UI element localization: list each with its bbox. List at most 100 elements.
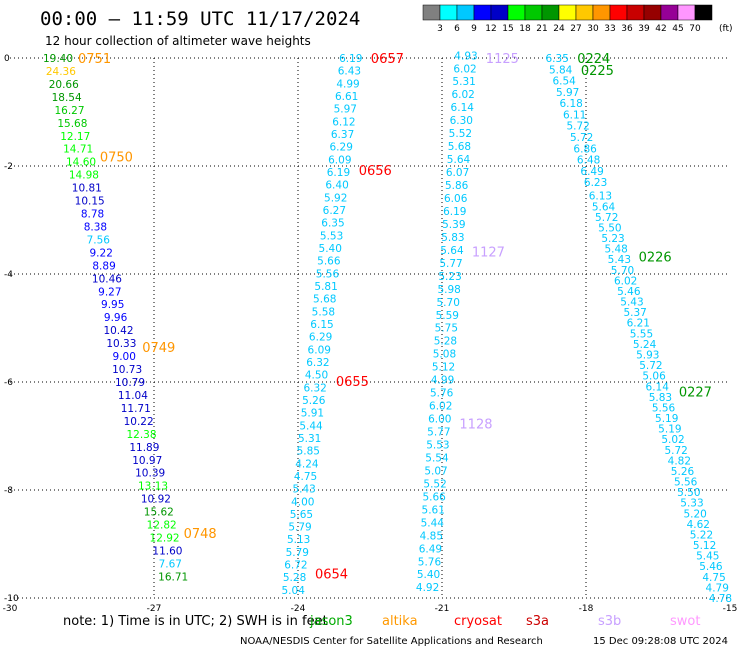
colorbar-tick-label: 9	[471, 24, 477, 34]
legend-satellite-jason3: jason3	[309, 614, 353, 629]
swh-value-label: 5.76	[430, 388, 454, 400]
legend-satellite-s3b: s3b	[598, 614, 621, 629]
swh-value-label: 5.13	[287, 534, 310, 546]
swh-value-label: 11.71	[121, 403, 151, 415]
swh-value-label: 5.43	[608, 254, 631, 266]
swh-value-label: 10.46	[92, 273, 122, 285]
swh-value-label: 6.19	[327, 167, 350, 179]
swh-value-label: 5.20	[683, 508, 706, 520]
swh-value-label: 5.23	[601, 233, 624, 245]
swh-value-label: 5.86	[445, 180, 469, 192]
colorbar-tick-label: 24	[553, 24, 565, 34]
x-tick-label: -30	[3, 604, 18, 614]
swh-value-label: 5.31	[452, 76, 475, 88]
legend-satellite-altika: altika	[382, 614, 418, 629]
y-tick-label: -2	[4, 162, 13, 172]
swh-value-label: 5.12	[693, 540, 716, 552]
chart-title: 00:00 — 11:59 UTC 11/17/2024	[40, 8, 360, 30]
swh-value-label: 10.22	[124, 416, 154, 428]
swh-value-label: 5.56	[674, 477, 698, 489]
swh-value-label: 5.75	[435, 323, 458, 335]
swh-value-label: 5.50	[677, 487, 700, 499]
chart-subtitle: 12 hour collection of altimeter wave hei…	[45, 34, 311, 48]
swh-value-label: 5.76	[418, 556, 442, 568]
swh-value-label: 10.15	[75, 196, 105, 208]
swh-value-label: 6.02	[453, 63, 476, 75]
swh-value-label: 15.68	[57, 118, 87, 130]
swh-value-label: 6.02	[614, 275, 637, 287]
swh-value-label: 4.82	[668, 455, 691, 467]
swh-value-label: 5.59	[436, 310, 459, 322]
swh-value-label: 6.30	[450, 115, 473, 127]
legend-satellite-s3a: s3a	[526, 614, 549, 629]
swh-value-label: 9.27	[98, 286, 121, 298]
x-tick-label: -21	[435, 604, 450, 614]
pass-time-label: 0225	[581, 64, 614, 79]
swh-value-label: 5.07	[424, 465, 447, 477]
swh-value-label: 10.81	[72, 183, 102, 195]
swh-value-label: 5.33	[680, 498, 703, 510]
swh-value-label: 16.27	[54, 105, 84, 117]
swh-value-label: 5.39	[442, 219, 465, 231]
swh-value-label: 6.32	[303, 382, 326, 394]
colorbar-swatch	[524, 4, 543, 21]
swh-value-label: 5.68	[448, 141, 471, 153]
swh-value-label: 5.40	[319, 243, 342, 255]
swh-value-label: 6.32	[306, 357, 329, 369]
swh-value-label: 12.92	[150, 533, 180, 545]
swh-value-label: 5.45	[696, 551, 719, 563]
legend-satellite-cryosat: cryosat	[454, 614, 502, 629]
swh-value-label: 5.72	[639, 360, 662, 372]
x-tick-label: -18	[579, 604, 594, 614]
colorbar: 3 6 9 12 15 18 21 24 27 30 33 36 39 42 45 70	[422, 4, 713, 34]
swh-value-label: 6.09	[308, 344, 331, 356]
pass-time-label: 1128	[459, 418, 492, 433]
colorbar-swatch	[473, 4, 492, 21]
swh-value-label: 5.54	[425, 452, 449, 464]
swh-value-label: 5.46	[699, 561, 723, 573]
swh-value-label: 19.40	[43, 53, 73, 65]
swh-value-label: 6.37	[331, 129, 354, 141]
colorbar-tick-label: 15	[502, 24, 513, 34]
colorbar-swatch	[490, 4, 509, 21]
swh-value-label: 5.44	[299, 420, 323, 432]
colorbar-tick-label: 70	[689, 24, 701, 34]
swh-value-label: 6.72	[284, 560, 307, 572]
swh-value-label: 6.21	[627, 318, 650, 330]
swh-value-label: 6.13	[589, 191, 612, 203]
swh-value-label: 6.61	[335, 91, 358, 103]
swh-value-label: 6.09	[328, 154, 351, 166]
swh-value-label: 5.97	[334, 104, 357, 116]
swh-value-label: 6.27	[323, 205, 346, 217]
swh-value-label: 16.71	[158, 571, 188, 583]
swh-value-label: 12.17	[60, 131, 90, 143]
swh-value-label: 4.75	[702, 572, 725, 584]
y-tick-label: -4	[4, 270, 13, 280]
swh-value-label: 10.33	[106, 338, 136, 350]
swh-value-label: 5.77	[439, 258, 462, 270]
swh-value-label: 5.02	[661, 434, 684, 446]
colorbar-tick-label: 36	[621, 24, 633, 34]
swh-value-label: 6.23	[584, 177, 607, 189]
swh-value-label: 4.92	[416, 582, 439, 594]
swh-value-label: 5.22	[690, 529, 713, 541]
swh-value-label: 5.56	[652, 402, 676, 414]
swh-value-label: 6.12	[332, 116, 355, 128]
swh-value-label: 11.89	[129, 442, 159, 454]
swh-value-label: 4.78	[709, 593, 732, 605]
colorbar-swatch	[609, 4, 628, 21]
swh-value-label: 8.89	[92, 260, 115, 272]
y-tick-label: -8	[4, 486, 13, 496]
x-tick-label: -24	[291, 604, 306, 614]
swh-value-label: 13.13	[138, 481, 168, 493]
colorbar-swatch	[677, 4, 696, 21]
swh-value-label: 9.22	[90, 247, 113, 259]
swh-value-label: 4.50	[305, 370, 328, 382]
swh-value-label: 4.99	[336, 78, 359, 90]
swh-value-label: 10.97	[132, 455, 162, 467]
swh-value-label: 4.99	[431, 375, 454, 387]
swh-value-label: 5.92	[324, 192, 347, 204]
swh-value-label: 5.44	[421, 517, 445, 529]
legend-satellite-swot: swot	[670, 614, 700, 629]
